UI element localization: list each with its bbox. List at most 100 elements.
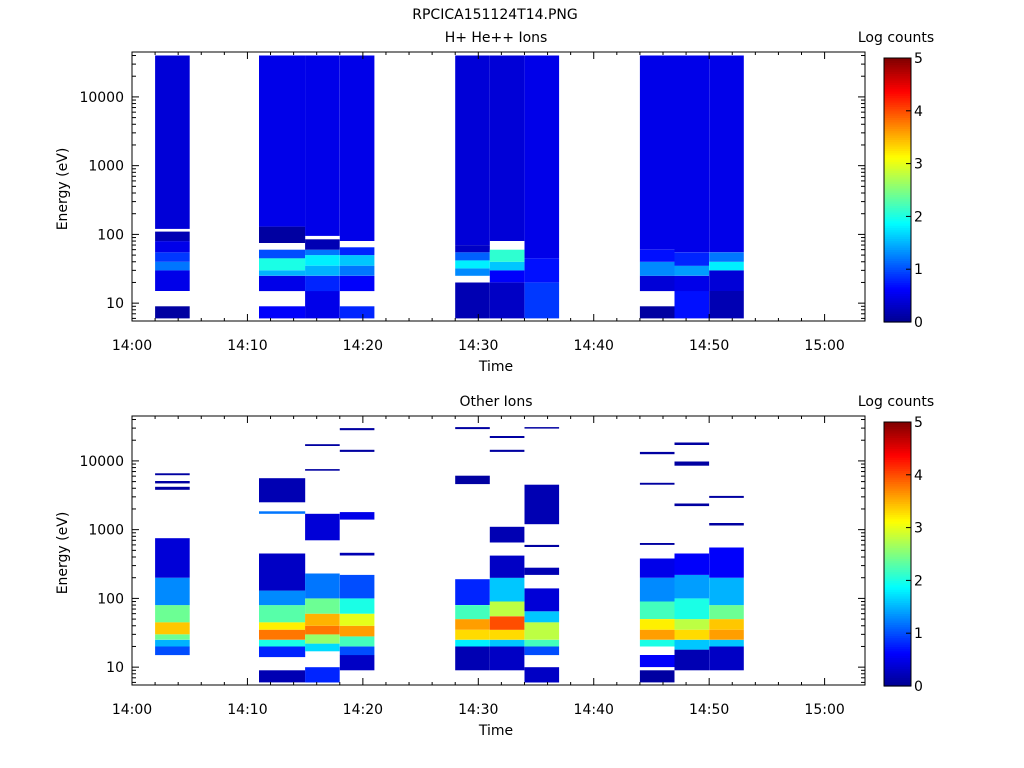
colorbar-band bbox=[884, 593, 911, 597]
heatmap-cell bbox=[305, 291, 340, 319]
heatmap-cell bbox=[524, 639, 560, 647]
colorbar-band bbox=[884, 545, 911, 548]
x-axis-label: Time bbox=[478, 359, 513, 375]
colorbar-band bbox=[884, 505, 911, 509]
colorbar-band bbox=[884, 428, 911, 432]
colorbar-band bbox=[884, 439, 911, 443]
colorbar: 0 1 2 3 4 5 bbox=[883, 51, 923, 331]
heatmap-cell bbox=[709, 495, 744, 498]
y-tick-label: 10000 bbox=[79, 90, 124, 106]
heatmap-cell bbox=[339, 275, 375, 292]
colorbar-band bbox=[884, 606, 911, 610]
colorbar-band bbox=[884, 121, 911, 125]
y-tick-label: 10 bbox=[106, 660, 124, 676]
colorbar-band bbox=[884, 633, 911, 636]
colorbar-band bbox=[884, 214, 911, 217]
heatmap-cell bbox=[305, 55, 340, 236]
colorbar-band bbox=[884, 499, 911, 502]
colorbar-band bbox=[884, 567, 911, 570]
colorbar-band bbox=[884, 518, 911, 522]
heatmap-cell bbox=[489, 639, 525, 647]
heatmap-cell bbox=[339, 613, 375, 626]
colorbar-band bbox=[884, 664, 911, 667]
colorbar-band bbox=[884, 282, 911, 286]
colorbar-band bbox=[884, 479, 911, 482]
colorbar-band bbox=[884, 470, 911, 474]
heatmap-cell bbox=[489, 436, 525, 438]
heatmap-cell bbox=[455, 475, 490, 485]
heatmap-cell bbox=[259, 511, 306, 514]
colorbar-band bbox=[884, 154, 911, 158]
colorbar-frame bbox=[883, 421, 912, 687]
heatmap-cell bbox=[305, 239, 340, 250]
colorbar-band bbox=[884, 430, 911, 434]
heatmap-cell bbox=[155, 55, 190, 229]
heatmap-cell bbox=[489, 55, 525, 241]
heatmap-cell bbox=[339, 449, 375, 452]
colorbar-band bbox=[884, 143, 911, 147]
heatmap-cell bbox=[639, 639, 675, 647]
colorbar-band bbox=[884, 617, 911, 621]
colorbar-band bbox=[884, 218, 911, 222]
colorbar-band bbox=[884, 600, 911, 603]
heatmap-cell bbox=[489, 616, 525, 630]
colorbar-band bbox=[884, 71, 911, 74]
colorbar-tick-label: 3 bbox=[914, 521, 923, 537]
heatmap-cell bbox=[524, 427, 560, 429]
colorbar-band bbox=[884, 516, 911, 520]
heatmap-cell bbox=[709, 639, 744, 647]
colorbar-tick-label: 4 bbox=[914, 468, 923, 484]
colorbar-band bbox=[884, 573, 911, 577]
colorbar-band bbox=[884, 168, 911, 171]
heatmap-cell bbox=[674, 252, 710, 266]
heatmap-cell bbox=[339, 552, 375, 556]
heatmap-cell bbox=[709, 252, 744, 262]
colorbar-band bbox=[884, 249, 911, 253]
heatmap-cell bbox=[455, 260, 490, 269]
colorbar-tick-label: 0 bbox=[914, 315, 923, 331]
heatmap-cell bbox=[709, 577, 744, 606]
heatmap-cell bbox=[674, 265, 710, 276]
colorbar-band bbox=[884, 229, 911, 233]
x-tick-label: 14:50 bbox=[689, 702, 729, 718]
colorbar-band bbox=[884, 284, 911, 288]
heatmap-cell bbox=[489, 555, 525, 578]
colorbar-band bbox=[884, 271, 911, 275]
colorbar-band bbox=[884, 146, 911, 149]
colorbar-band bbox=[884, 115, 911, 118]
colorbar-band bbox=[884, 642, 911, 645]
figure-title: RPCICA151124T14.PNG bbox=[412, 7, 577, 23]
colorbar-band bbox=[884, 426, 911, 430]
heatmap-cell bbox=[259, 629, 306, 640]
heatmap-cell bbox=[674, 291, 710, 319]
x-tick-label: 14:00 bbox=[112, 338, 152, 354]
colorbar-band bbox=[884, 260, 911, 264]
heatmap-cell bbox=[455, 629, 490, 640]
colorbar-band bbox=[884, 179, 911, 182]
heatmap-cell bbox=[455, 579, 490, 605]
colorbar-band bbox=[884, 613, 911, 617]
colorbar-band bbox=[884, 238, 911, 242]
colorbar-band bbox=[884, 628, 911, 632]
heatmap-cell bbox=[674, 619, 710, 630]
x-tick-label: 14:00 bbox=[112, 702, 152, 718]
colorbar-tick-label: 2 bbox=[914, 209, 923, 225]
colorbar-band bbox=[884, 165, 911, 169]
heatmap-cell bbox=[709, 547, 744, 578]
colorbar-band bbox=[884, 291, 911, 294]
colorbar-band bbox=[884, 157, 911, 160]
heatmap-cell bbox=[339, 247, 375, 256]
colorbar-band bbox=[884, 95, 911, 99]
heatmap-cell bbox=[455, 268, 490, 276]
colorbar-band bbox=[884, 295, 911, 299]
colorbar-band bbox=[884, 293, 911, 297]
colorbar-band bbox=[884, 139, 911, 143]
colorbar-band bbox=[884, 644, 911, 647]
colorbar-tick-label: 5 bbox=[914, 51, 923, 67]
heatmap-cell bbox=[155, 252, 190, 262]
colorbar-band bbox=[884, 73, 911, 77]
heatmap-cell bbox=[709, 261, 744, 271]
heatmap-cell bbox=[489, 261, 525, 271]
y-axis-label: Energy (eV) bbox=[55, 148, 71, 231]
